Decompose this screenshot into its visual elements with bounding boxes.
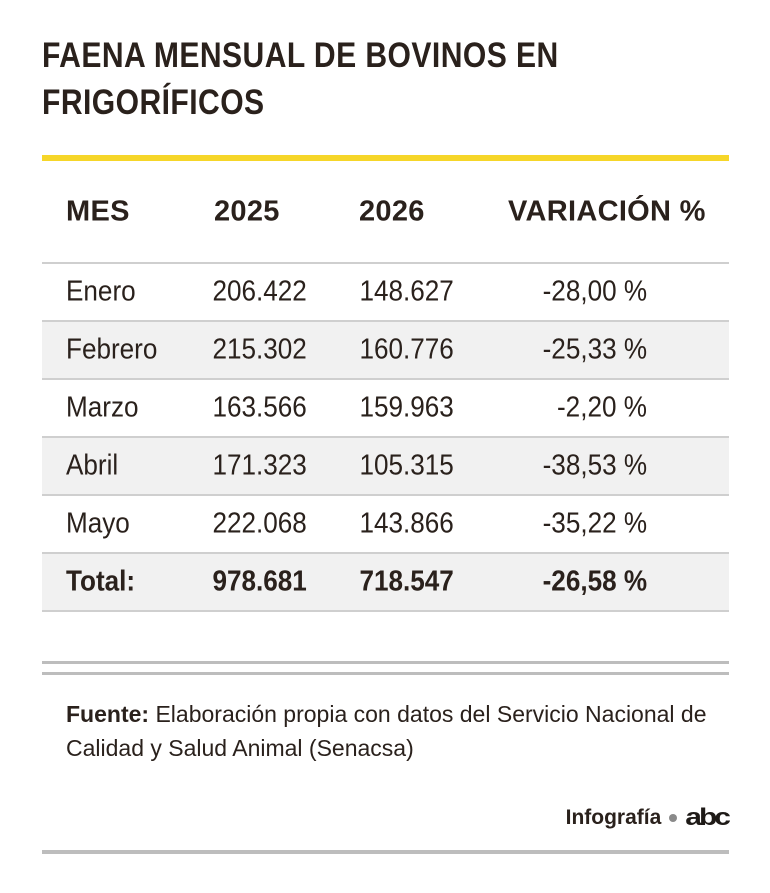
- table-header-row: MES 2025 2026 VARIACIÓN %: [42, 161, 729, 264]
- cell-2026: 148.627: [359, 275, 454, 308]
- page-title: FAENA MENSUAL DE BOVINOS EN FRIGORÍFICOS: [42, 36, 559, 122]
- cell-mes: Marzo: [66, 391, 139, 424]
- table-row: Enero 206.422 148.627 -28,00 %: [42, 264, 729, 322]
- divider: [42, 661, 729, 664]
- cell-total-variacion: -26,58 %: [542, 565, 647, 598]
- cell-2025: 222.068: [212, 507, 307, 540]
- cell-2026: 160.776: [359, 333, 454, 366]
- cell-2025: 171.323: [212, 449, 307, 482]
- source-note: Fuente: Elaboración propia con datos del…: [66, 697, 716, 765]
- source-label: Fuente:: [66, 701, 150, 727]
- cell-mes: Febrero: [66, 333, 158, 366]
- table-total-row: Total: 978.681 718.547 -26,58 %: [42, 554, 729, 612]
- source-text: Elaboración propia con datos del Servici…: [66, 701, 707, 761]
- cell-variacion: -38,53 %: [542, 449, 647, 482]
- cell-2025: 206.422: [212, 275, 307, 308]
- cell-2025: 163.566: [212, 391, 307, 424]
- table-row: Febrero 215.302 160.776 -25,33 %: [42, 322, 729, 380]
- cell-2026: 159.963: [359, 391, 454, 424]
- title-divider: [42, 155, 729, 161]
- bullet-dot-icon: [669, 814, 678, 822]
- abc-logo: abc: [685, 804, 731, 831]
- table-row: Abril 171.323 105.315 -38,53 %: [42, 438, 729, 496]
- data-table: MES 2025 2026 VARIACIÓN % Enero 206.422 …: [42, 161, 729, 612]
- table-row: Marzo 163.566 159.963 -2,20 %: [42, 380, 729, 438]
- cell-2025: 215.302: [212, 333, 307, 366]
- bottom-divider: [42, 850, 729, 854]
- cell-total-2025: 978.681: [212, 565, 307, 598]
- column-header-variacion: VARIACIÓN %: [508, 195, 706, 227]
- cell-total-2026: 718.547: [359, 565, 454, 598]
- column-header-2025: 2025: [214, 195, 280, 227]
- credit: Infografía abc: [565, 801, 731, 835]
- cell-2026: 105.315: [359, 449, 454, 482]
- column-header-mes: MES: [66, 195, 130, 227]
- cell-variacion: -2,20 %: [557, 391, 647, 424]
- cell-mes: Enero: [66, 275, 136, 308]
- cell-variacion: -28,00 %: [542, 275, 647, 308]
- divider: [42, 672, 729, 675]
- cell-2026: 143.866: [359, 507, 454, 540]
- cell-variacion: -35,22 %: [542, 507, 647, 540]
- cell-total-label: Total:: [66, 565, 136, 598]
- table-row: Mayo 222.068 143.866 -35,22 %: [42, 496, 729, 554]
- cell-variacion: -25,33 %: [542, 333, 647, 366]
- cell-mes: Abril: [66, 449, 119, 482]
- column-header-2026: 2026: [359, 195, 425, 227]
- credit-label: Infografía: [565, 806, 662, 829]
- cell-mes: Mayo: [66, 507, 130, 540]
